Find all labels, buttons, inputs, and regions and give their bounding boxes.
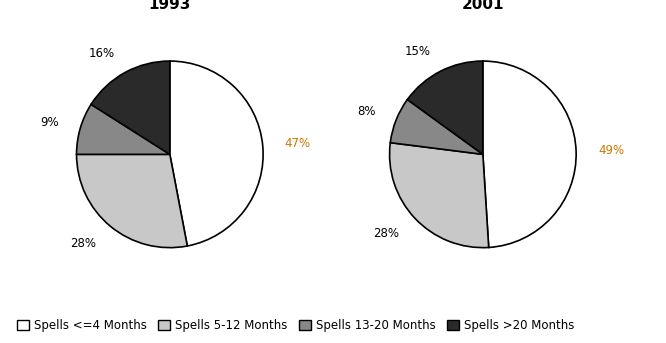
Wedge shape [77,104,170,154]
Text: 8%: 8% [357,105,376,118]
Wedge shape [390,143,489,248]
Wedge shape [408,61,483,154]
Text: 16%: 16% [88,47,115,60]
Wedge shape [170,61,263,246]
Text: 47%: 47% [284,137,311,150]
Title: 1993: 1993 [149,0,191,12]
Wedge shape [483,61,576,247]
Text: 9%: 9% [41,116,59,129]
Text: 28%: 28% [71,237,97,250]
Text: 28%: 28% [373,227,399,240]
Text: 15%: 15% [404,45,430,58]
Legend: Spells <=4 Months, Spells 5-12 Months, Spells 13-20 Months, Spells >20 Months: Spells <=4 Months, Spells 5-12 Months, S… [13,315,579,337]
Title: 2001: 2001 [462,0,504,12]
Wedge shape [91,61,170,154]
Text: 49%: 49% [598,144,624,157]
Wedge shape [77,154,187,248]
Wedge shape [390,99,483,154]
